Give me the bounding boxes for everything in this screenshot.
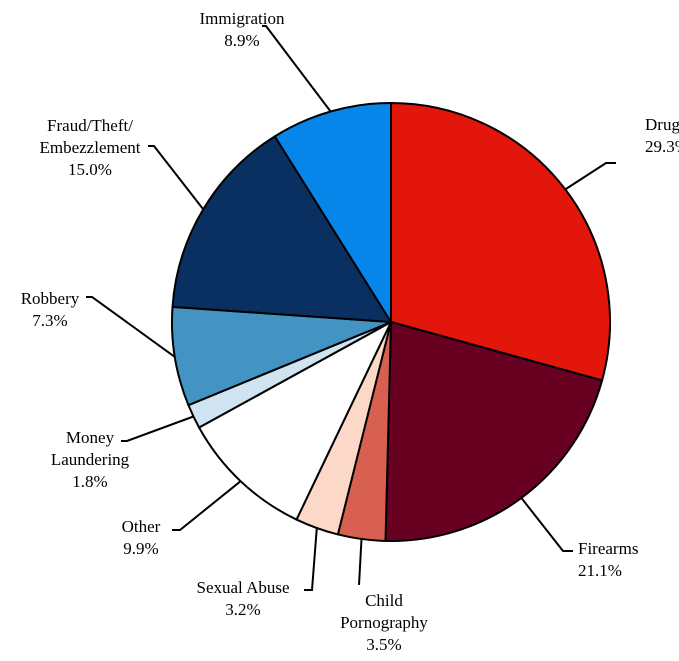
slice-name-sexual-abuse: Sexual Abuse [196, 578, 289, 597]
slice-labels: Drugs 29.3% Firearms 21.1% Child Pornography 3… [21, 9, 679, 654]
slice-name-child-pornography: Pornography [340, 613, 428, 632]
slice-drugs [390, 102, 611, 382]
slice-name-money-laundering: Laundering [51, 450, 130, 469]
slice-value-firearms: 21.1% [578, 561, 622, 580]
leader-line-robbery [86, 296, 176, 358]
leader-line-money-laundering [121, 415, 194, 442]
leader-line-firearms [520, 497, 573, 552]
slice-name-money-laundering: Money [66, 428, 115, 447]
slice-label-firearms: Firearms 21.1% [578, 539, 638, 580]
slice-name-robbery: Robbery [21, 289, 80, 308]
slice-label-fraud-theft-embezzlement: Fraud/Theft/Embezzlement 15.0% [39, 116, 140, 179]
slice-name-drugs: Drugs [645, 115, 679, 134]
leader-line-drugs [564, 162, 616, 191]
slice-value-money-laundering: 1.8% [72, 472, 107, 491]
slice-label-other: Other 9.9% [122, 517, 161, 558]
slice-value-other: 9.9% [123, 539, 158, 558]
leader-line-child-pornography [358, 538, 363, 586]
slice-name-immigration: Immigration [200, 9, 285, 28]
slice-name-child-pornography: Child [365, 591, 403, 610]
slice-firearms [384, 321, 604, 542]
leader-line-sexual-abuse [304, 528, 318, 591]
slice-value-child-pornography: 3.5% [366, 635, 401, 654]
slice-name-fraud-theft-embezzlement: Embezzlement [39, 138, 140, 157]
slice-value-sexual-abuse: 3.2% [225, 600, 260, 619]
slice-other [198, 321, 392, 521]
slice-robbery [171, 305, 392, 407]
slice-name-other: Other [122, 517, 161, 536]
slice-fraud-theft-embezzlement [171, 135, 392, 323]
leader-line-other [172, 480, 242, 531]
slice-label-robbery: Robbery 7.3% [21, 289, 80, 330]
slice-label-sexual-abuse: Sexual Abuse 3.2% [196, 578, 289, 619]
leader-line-fraud-theft-embezzlement [148, 145, 204, 210]
slice-label-drugs: Drugs 29.3% [645, 115, 679, 156]
slice-label-child-pornography: Child Pornography 3.5% [340, 591, 428, 654]
slice-label-money-laundering: Money Laundering 1.8% [51, 428, 130, 491]
slice-value-immigration: 8.9% [224, 31, 259, 50]
leader-lines [86, 25, 616, 591]
slice-name-fraud-theft-embezzlement: Fraud/Theft/ [47, 116, 133, 135]
leader-line-immigration [262, 25, 332, 113]
pie-slices [171, 102, 611, 542]
slice-value-robbery: 7.3% [32, 311, 67, 330]
slice-name-firearms: Firearms [578, 539, 638, 558]
slice-value-fraud-theft-embezzlement: 15.0% [68, 160, 112, 179]
slice-label-immigration: Immigration 8.9% [200, 9, 285, 50]
slice-value-drugs: 29.3% [645, 137, 679, 156]
